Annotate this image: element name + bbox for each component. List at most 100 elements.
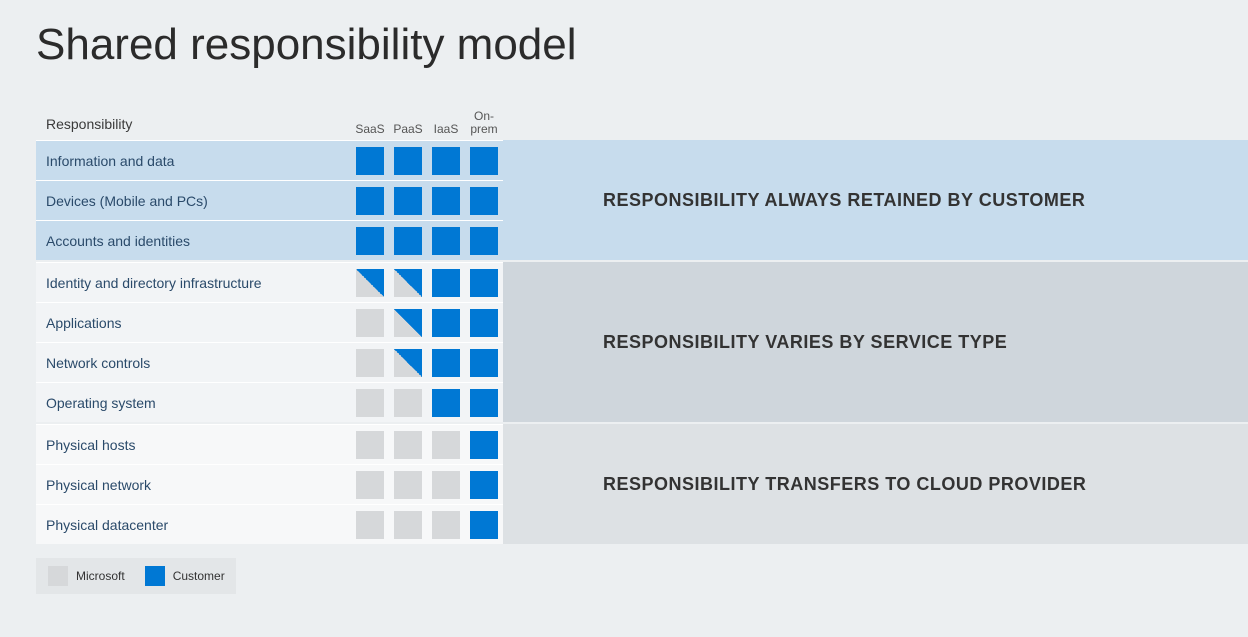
matrix-cell [427,303,465,343]
matrix-cell [389,141,427,181]
row-label: Information and data [36,153,351,169]
legend-swatch-customer [145,566,165,586]
matrix-cell [351,303,389,343]
legend-item-microsoft: Microsoft [48,566,125,586]
responsibility-square [432,147,460,175]
responsibility-square [356,187,384,215]
matrix-cell [465,343,503,383]
matrix-cell [389,221,427,261]
matrix-cell [465,221,503,261]
responsibility-square [394,431,422,459]
matrix-cell [351,181,389,221]
responsibility-square [432,431,460,459]
responsibility-square [356,269,384,297]
matrix-cell [427,141,465,181]
responsibility-square [394,147,422,175]
responsibility-square [356,227,384,255]
matrix-cell [465,181,503,221]
matrix-cell [351,263,389,303]
responsibility-square [432,511,460,539]
responsibility-square [356,389,384,417]
matrix-cell [351,141,389,181]
row-label: Devices (Mobile and PCs) [36,193,351,209]
responsibility-square [394,389,422,417]
responsibility-square [356,471,384,499]
responsibility-square [470,471,498,499]
matrix-cell [427,343,465,383]
row-label: Network controls [36,355,351,371]
group-banner-text: RESPONSIBILITY VARIES BY SERVICE TYPE [603,332,1007,353]
group: RESPONSIBILITY ALWAYS RETAINED BY CUSTOM… [36,140,1212,260]
responsibility-square [432,227,460,255]
responsibility-square [470,187,498,215]
row-label: Operating system [36,395,351,411]
matrix-cell [427,263,465,303]
matrix-cell [427,383,465,423]
col-header: IaaS [427,123,465,140]
header-row: Responsibility SaaS PaaS IaaS On- prem [36,104,1212,140]
responsibility-square [356,309,384,337]
matrix-cell [389,181,427,221]
col-header: On- prem [465,110,503,140]
responsibility-header: Responsibility [36,116,351,140]
matrix-cell [389,303,427,343]
matrix-cell [351,383,389,423]
matrix-cell [389,425,427,465]
responsibility-square [394,349,422,377]
group-banner: RESPONSIBILITY TRANSFERS TO CLOUD PROVID… [503,424,1248,544]
responsibility-square [356,147,384,175]
responsibility-square [394,227,422,255]
matrix-cell [465,505,503,545]
group: RESPONSIBILITY VARIES BY SERVICE TYPE Ide… [36,262,1212,422]
row-label: Physical datacenter [36,517,351,533]
responsibility-square [356,431,384,459]
page-title: Shared responsibility model [36,20,1212,70]
matrix-cell [465,141,503,181]
responsibility-square [432,309,460,337]
group: RESPONSIBILITY TRANSFERS TO CLOUD PROVID… [36,424,1212,544]
group-banner: RESPONSIBILITY ALWAYS RETAINED BY CUSTOM… [503,140,1248,260]
row-label: Physical hosts [36,437,351,453]
responsibility-square [432,471,460,499]
responsibility-square [432,187,460,215]
group-banner-text: RESPONSIBILITY TRANSFERS TO CLOUD PROVID… [603,474,1086,495]
matrix-cell [389,263,427,303]
row-label: Identity and directory infrastructure [36,275,351,291]
matrix-cell [389,505,427,545]
legend-label: Customer [173,569,225,583]
responsibility-square [356,511,384,539]
responsibility-square [470,309,498,337]
responsibility-square [470,269,498,297]
matrix-cell [427,425,465,465]
matrix-cell [465,425,503,465]
matrix-cell [427,221,465,261]
responsibility-square [470,431,498,459]
responsibility-square [470,147,498,175]
responsibility-square [394,309,422,337]
legend-label: Microsoft [76,569,125,583]
matrix-cell [389,383,427,423]
legend-item-customer: Customer [145,566,225,586]
matrix-cell [427,465,465,505]
row-label: Accounts and identities [36,233,351,249]
responsibility-square [470,389,498,417]
matrix-cell [351,221,389,261]
legend-swatch-microsoft [48,566,68,586]
responsibility-square [432,269,460,297]
responsibility-square [356,349,384,377]
matrix-cell [389,343,427,383]
col-header: SaaS [351,123,389,140]
responsibility-square [394,187,422,215]
row-label: Physical network [36,477,351,493]
responsibility-square [470,227,498,255]
matrix-cell [351,343,389,383]
matrix-cell [389,465,427,505]
col-header: PaaS [389,123,427,140]
row-label: Applications [36,315,351,331]
matrix-cell [351,505,389,545]
matrix-cell [427,181,465,221]
group-banner: RESPONSIBILITY VARIES BY SERVICE TYPE [503,262,1248,422]
matrix-cell [465,465,503,505]
matrix-cell [427,505,465,545]
matrix-cell [465,383,503,423]
